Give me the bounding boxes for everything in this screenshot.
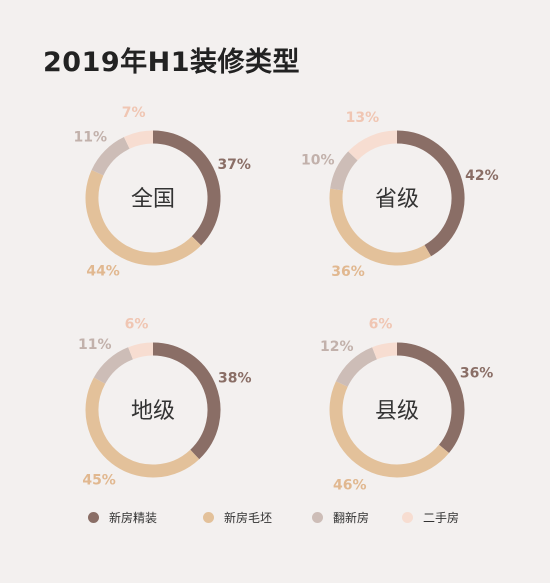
legend: 新房精装 新房毛坯 翻新房 二手房	[0, 509, 550, 533]
donut-chart: 38% 45% 11% 6% 地级	[78, 317, 252, 489]
donut-segment-finished-new	[396, 342, 465, 454]
legend-label: 翻新房	[333, 511, 370, 525]
value-label-finished-new: 38%	[218, 371, 252, 387]
value-label-renovation: 11%	[78, 337, 112, 353]
legend-swatch	[203, 512, 214, 523]
legend-item-renovation: 翻新房	[312, 509, 369, 526]
donut-segment-second-hand	[128, 342, 154, 360]
value-label-finished-new: 37%	[217, 157, 251, 173]
donut-chart: 36% 46% 12% 6% 县级	[320, 317, 493, 494]
donut-segment-renovation	[91, 137, 130, 176]
donut-segment-finished-new	[152, 130, 221, 246]
value-label-renovation: 12%	[320, 339, 354, 355]
donut-center-label: 省级	[375, 187, 419, 212]
donut-segment-rough-new	[329, 188, 432, 266]
legend-swatch	[312, 512, 323, 523]
value-label-finished-new: 42%	[465, 168, 499, 184]
legend-swatch	[88, 512, 99, 523]
donut-chart: 42% 36% 10% 13% 省级	[301, 110, 499, 280]
donut-segment-rough-new	[85, 377, 200, 478]
value-label-second-hand: 7%	[122, 105, 146, 121]
value-label-renovation: 11%	[74, 129, 108, 145]
donut-segment-finished-new	[396, 130, 465, 257]
value-label-rough-new: 46%	[333, 477, 367, 493]
chart-title: 2019年H1装修类型	[43, 47, 301, 78]
donut-segment-second-hand	[123, 130, 154, 149]
donut-segment-renovation	[330, 151, 358, 191]
value-label-second-hand: 6%	[125, 317, 149, 333]
legend-label: 新房毛坯	[224, 511, 273, 525]
donut-segment-second-hand	[372, 342, 398, 360]
legend-item-finished-new: 新房精装	[88, 509, 157, 526]
value-label-rough-new: 44%	[86, 264, 120, 280]
donut-segment-rough-new	[85, 169, 202, 266]
legend-label: 二手房	[423, 511, 460, 525]
value-label-finished-new: 36%	[460, 366, 494, 382]
value-label-second-hand: 13%	[346, 110, 380, 126]
legend-label: 新房精装	[109, 511, 158, 525]
legend-item-second-hand: 二手房	[402, 509, 459, 526]
donut-chart: 37% 44% 11% 7% 全国	[74, 105, 251, 279]
value-label-renovation: 10%	[301, 153, 335, 169]
legend-item-rough-new: 新房毛坯	[203, 509, 272, 526]
donut-segment-second-hand	[348, 130, 398, 161]
donut-center-label: 地级	[131, 399, 175, 424]
donut-segment-renovation	[335, 347, 378, 388]
legend-swatch	[402, 512, 413, 523]
value-label-rough-new: 36%	[331, 264, 365, 280]
donut-center-label: 全国	[131, 187, 175, 212]
donut-center-label: 县级	[375, 399, 419, 424]
value-label-rough-new: 45%	[82, 473, 116, 489]
donut-segment-finished-new	[152, 342, 221, 460]
value-label-second-hand: 6%	[369, 317, 393, 333]
donut-segment-rough-new	[329, 381, 450, 478]
donut-segment-renovation	[93, 347, 134, 384]
